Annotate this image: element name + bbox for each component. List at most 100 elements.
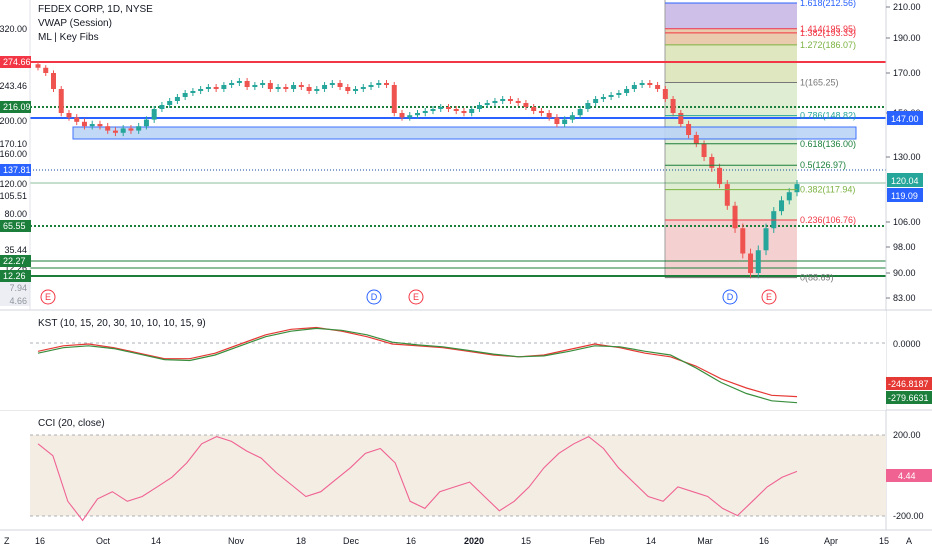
left-price-badge — [0, 220, 31, 232]
candle-body — [585, 103, 591, 109]
candle-body — [205, 87, 211, 89]
candle-body — [275, 87, 281, 89]
candle-body — [58, 89, 64, 113]
left-tick-label: 105.51 — [0, 191, 27, 201]
earnings-marker-letter: E — [413, 292, 419, 302]
candle-body — [105, 126, 111, 131]
fib-label: 1(165.25) — [800, 78, 839, 88]
right-price-badge — [887, 188, 923, 202]
fib-band — [665, 44, 797, 83]
left-price-badge — [0, 270, 31, 282]
candle-body — [236, 81, 242, 83]
candle-body — [314, 89, 320, 91]
candle-body — [430, 109, 436, 111]
candle-body — [415, 113, 420, 116]
cci-line — [37, 435, 798, 522]
candle-body — [701, 143, 707, 157]
left-tick-label: 35.44 — [4, 245, 27, 255]
left-price-badge — [0, 164, 31, 176]
candle-body — [391, 85, 397, 113]
candle-body — [66, 113, 72, 118]
left-price-badge-text: 274.66 — [3, 57, 31, 67]
time-tick-label: Oct — [96, 536, 111, 546]
candle-body — [616, 93, 622, 95]
candle-body — [159, 105, 165, 109]
time-axis[interactable]: 16 Oct 14 Nov 18 Dec 16 2020 15 Feb 14 Mar 16 Apr 15 — [35, 536, 889, 546]
price-tick-label: 210.00 — [893, 2, 921, 12]
kst-zero-tick: 0.0000 — [893, 339, 921, 349]
price-tick-label: 106.00 — [893, 217, 921, 227]
time-tick-label: Feb — [589, 536, 605, 546]
kst-title: KST (10, 15, 20, 30, 10, 10, 10, 15, 9) — [38, 318, 206, 329]
horizontal-levels — [30, 61, 886, 277]
candle-body — [267, 83, 273, 89]
cci-value-badge — [886, 469, 932, 482]
earnings-marker — [761, 289, 777, 305]
left-price-badge-text: 12.26 — [3, 271, 26, 281]
time-tick-label: 16 — [759, 536, 769, 546]
candle-body — [35, 64, 41, 68]
candle-body — [353, 89, 359, 91]
fib-label: 0.618(136.00) — [800, 139, 856, 149]
candle-body — [717, 167, 723, 185]
candle-body — [786, 192, 792, 201]
fib-labels: 1.618(212.56) 1.414(195.95)1.382(193.33) 1… — [665, 0, 856, 283]
time-tick-label: 15 — [879, 536, 889, 546]
time-tick-label: Nov — [228, 536, 245, 546]
candle-body — [453, 109, 459, 111]
candle-body — [554, 117, 560, 124]
candle-body — [748, 253, 754, 273]
candle-body — [89, 124, 95, 127]
left-axis-shade — [0, 282, 30, 306]
price-badges: 274.66216.09137.8165.5522.2712.26147.001… — [0, 56, 923, 306]
kst-line — [37, 326, 798, 398]
price-axis-right[interactable]: 210.00190.00170.00150.00130.00106.0098.0… — [886, 2, 921, 303]
candle-body — [260, 83, 266, 85]
main-pane[interactable]: 1.618(212.56) 1.414(195.95)1.382(193.33) 1… — [0, 0, 886, 310]
earnings-marker-letter: E — [766, 292, 772, 302]
cci-pane[interactable]: CCI (20, close) 200.00 -200.00 4.44 — [30, 418, 932, 522]
candles — [35, 61, 800, 279]
left-tick-label: 243.46 — [0, 81, 27, 91]
right-price-badge-text: 119.09 — [891, 191, 918, 201]
fib-band — [665, 28, 797, 45]
candle-body — [678, 113, 684, 124]
kst-pane[interactable]: KST (10, 15, 20, 30, 10, 10, 10, 15, 9) … — [0, 311, 932, 410]
symbol-title: FEDEX CORP, 1D, NYSE — [38, 4, 153, 15]
candle-body — [167, 101, 173, 105]
candle-body — [81, 121, 87, 127]
candle-body — [213, 87, 219, 89]
candle-body — [538, 111, 544, 113]
time-tick-label: 16 — [406, 536, 416, 546]
candle-body — [384, 83, 390, 85]
dividend-marker — [722, 289, 738, 305]
right-price-badge — [887, 111, 923, 125]
candle-body — [593, 99, 599, 103]
candle-body — [438, 107, 444, 109]
time-tick-label: 14 — [151, 536, 161, 546]
time-tick-label: 14 — [646, 536, 656, 546]
timezone-letter[interactable]: Z — [4, 536, 10, 546]
left-price-badge-text: 137.81 — [3, 165, 31, 175]
ml-fibs-label: ML | Key Fibs — [38, 32, 99, 43]
auto-scale-letter[interactable]: A — [906, 536, 912, 546]
left-price-badge-text: 65.55 — [3, 221, 26, 231]
candle-body — [600, 97, 606, 99]
candle-body — [229, 83, 235, 85]
candle-body — [724, 184, 730, 206]
earnings-marker — [40, 289, 56, 305]
vwap-label: VWAP (Session) — [38, 18, 112, 29]
candle-body — [662, 89, 668, 99]
candle-body — [546, 113, 552, 118]
candle-body — [763, 228, 769, 251]
right-price-badge-text: 147.00 — [891, 114, 919, 124]
left-tick-label: 160.00 — [0, 149, 27, 159]
candle-body — [198, 89, 204, 91]
fib-label: 1.382(193.33) — [800, 28, 856, 38]
right-price-badge — [887, 173, 923, 187]
time-tick-label: 2020 — [464, 536, 484, 546]
fib-band — [665, 219, 797, 278]
candle-body — [608, 95, 614, 97]
